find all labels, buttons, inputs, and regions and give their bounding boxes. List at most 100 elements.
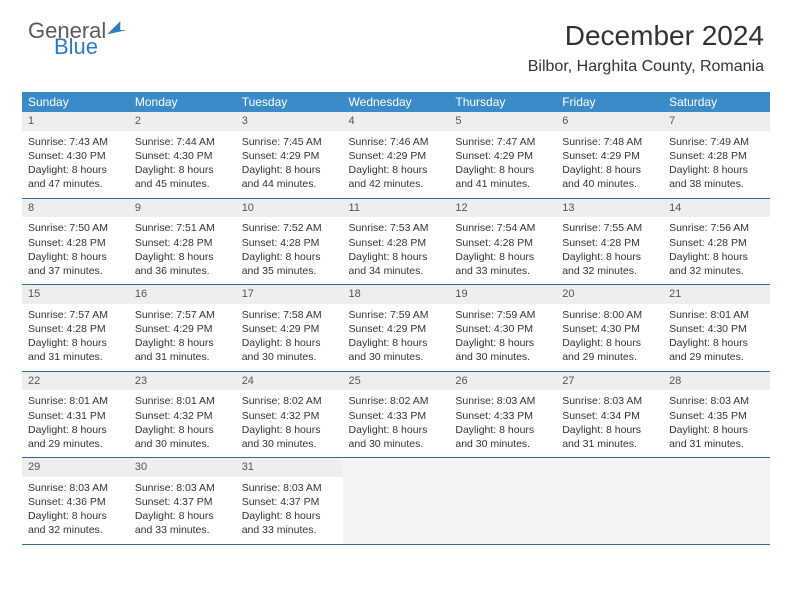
- day-cell: 6 Sunrise: 7:48 AMSunset: 4:29 PMDaylight…: [556, 112, 663, 198]
- day-cell: 13Sunrise: 7:55 AMSunset: 4:28 PMDayligh…: [556, 198, 663, 285]
- day-cell: 29Sunrise: 8:03 AMSunset: 4:36 PMDayligh…: [22, 458, 129, 545]
- day-line-l3: Daylight: 8 hours: [242, 250, 337, 264]
- day-number: 16: [129, 285, 236, 304]
- day-line-l1: Sunrise: 7:43 AM: [28, 135, 123, 149]
- day-line-l1: Sunrise: 7:48 AM: [562, 135, 657, 149]
- day-line-l3: Daylight: 8 hours: [28, 336, 123, 350]
- day-body: Sunrise: 7:53 AMSunset: 4:28 PMDaylight:…: [343, 217, 450, 284]
- day-line-l2: Sunset: 4:37 PM: [135, 495, 230, 509]
- day-number: 13: [556, 199, 663, 218]
- day-line-l3: Daylight: 8 hours: [455, 423, 550, 437]
- day-line-l2: Sunset: 4:29 PM: [562, 149, 657, 163]
- dow-header-row: SundayMondayTuesdayWednesdayThursdayFrid…: [22, 92, 770, 112]
- day-line-l2: Sunset: 4:30 PM: [455, 322, 550, 336]
- day-body: Sunrise: 8:03 AMSunset: 4:36 PMDaylight:…: [22, 477, 129, 544]
- day-line-l1: Sunrise: 7:51 AM: [135, 221, 230, 235]
- day-number: 11: [343, 199, 450, 218]
- day-line-l3: Daylight: 8 hours: [669, 163, 764, 177]
- day-line-l1: Sunrise: 8:02 AM: [349, 394, 444, 408]
- day-number: 6: [556, 112, 663, 131]
- day-line-l4: and 33 minutes.: [135, 523, 230, 537]
- day-number: 14: [663, 199, 770, 218]
- day-number: 30: [129, 458, 236, 477]
- week-row: 15Sunrise: 7:57 AMSunset: 4:28 PMDayligh…: [22, 285, 770, 372]
- title-block: December 2024 Bilbor, Harghita County, R…: [528, 20, 764, 76]
- day-number: 19: [449, 285, 556, 304]
- day-cell: 2Sunrise: 7:44 AMSunset: 4:30 PMDaylight…: [129, 112, 236, 198]
- day-line-l3: Daylight: 8 hours: [242, 163, 337, 177]
- day-body: Sunrise: 7:43 AMSunset: 4:30 PMDaylight:…: [22, 131, 129, 198]
- day-line-l3: Daylight: 8 hours: [135, 163, 230, 177]
- day-line-l4: and 44 minutes.: [242, 177, 337, 191]
- day-cell: 19Sunrise: 7:59 AMSunset: 4:30 PMDayligh…: [449, 285, 556, 372]
- dow-header-cell: Friday: [556, 92, 663, 112]
- day-number: 3: [236, 112, 343, 131]
- day-line-l3: Daylight: 8 hours: [28, 423, 123, 437]
- day-cell: 28Sunrise: 8:03 AMSunset: 4:35 PMDayligh…: [663, 371, 770, 458]
- day-body: Sunrise: 8:03 AMSunset: 4:37 PMDaylight:…: [129, 477, 236, 544]
- day-line-l3: Daylight: 8 hours: [242, 336, 337, 350]
- day-line-l3: Daylight: 8 hours: [242, 423, 337, 437]
- day-line-l4: and 32 minutes.: [562, 264, 657, 278]
- day-line-l3: Daylight: 8 hours: [669, 336, 764, 350]
- day-body: Sunrise: 7:50 AMSunset: 4:28 PMDaylight:…: [22, 217, 129, 284]
- day-line-l4: and 32 minutes.: [28, 523, 123, 537]
- day-line-l2: Sunset: 4:33 PM: [455, 409, 550, 423]
- empty-cell: [449, 458, 556, 545]
- day-line-l1: Sunrise: 7:56 AM: [669, 221, 764, 235]
- page-header: General Blue December 2024 Bilbor, Hargh…: [0, 0, 792, 80]
- day-line-l3: Daylight: 8 hours: [669, 250, 764, 264]
- day-line-l1: Sunrise: 7:44 AM: [135, 135, 230, 149]
- day-body: Sunrise: 7:52 AMSunset: 4:28 PMDaylight:…: [236, 217, 343, 284]
- day-body: Sunrise: 7:56 AMSunset: 4:28 PMDaylight:…: [663, 217, 770, 284]
- day-line-l2: Sunset: 4:28 PM: [28, 322, 123, 336]
- day-line-l2: Sunset: 4:35 PM: [669, 409, 764, 423]
- day-line-l4: and 36 minutes.: [135, 264, 230, 278]
- day-line-l3: Daylight: 8 hours: [349, 336, 444, 350]
- day-line-l4: and 29 minutes.: [562, 350, 657, 364]
- day-line-l2: Sunset: 4:30 PM: [135, 149, 230, 163]
- day-cell: 25Sunrise: 8:02 AMSunset: 4:33 PMDayligh…: [343, 371, 450, 458]
- day-line-l4: and 34 minutes.: [349, 264, 444, 278]
- day-number: 26: [449, 372, 556, 391]
- day-line-l3: Daylight: 8 hours: [135, 423, 230, 437]
- day-cell: 12Sunrise: 7:54 AMSunset: 4:28 PMDayligh…: [449, 198, 556, 285]
- day-cell: 23Sunrise: 8:01 AMSunset: 4:32 PMDayligh…: [129, 371, 236, 458]
- day-line-l4: and 30 minutes.: [349, 437, 444, 451]
- day-line-l2: Sunset: 4:34 PM: [562, 409, 657, 423]
- day-line-l4: and 37 minutes.: [28, 264, 123, 278]
- day-line-l1: Sunrise: 7:49 AM: [669, 135, 764, 149]
- day-line-l2: Sunset: 4:28 PM: [349, 236, 444, 250]
- day-cell: 22Sunrise: 8:01 AMSunset: 4:31 PMDayligh…: [22, 371, 129, 458]
- day-line-l1: Sunrise: 7:45 AM: [242, 135, 337, 149]
- day-body: Sunrise: 7:44 AMSunset: 4:30 PMDaylight:…: [129, 131, 236, 198]
- day-number: 7: [663, 112, 770, 131]
- day-number: 8: [22, 199, 129, 218]
- empty-cell: [343, 458, 450, 545]
- day-body: Sunrise: 8:03 AMSunset: 4:33 PMDaylight:…: [449, 390, 556, 457]
- day-line-l3: Daylight: 8 hours: [669, 423, 764, 437]
- day-line-l2: Sunset: 4:28 PM: [28, 236, 123, 250]
- day-line-l1: Sunrise: 7:52 AM: [242, 221, 337, 235]
- empty-cell: [556, 458, 663, 545]
- empty-cell: [663, 458, 770, 545]
- day-line-l1: Sunrise: 7:54 AM: [455, 221, 550, 235]
- day-body: Sunrise: 7:57 AMSunset: 4:28 PMDaylight:…: [22, 304, 129, 371]
- week-row: 8Sunrise: 7:50 AMSunset: 4:28 PMDaylight…: [22, 198, 770, 285]
- week-row: 29Sunrise: 8:03 AMSunset: 4:36 PMDayligh…: [22, 458, 770, 545]
- day-body: Sunrise: 8:03 AMSunset: 4:34 PMDaylight:…: [556, 390, 663, 457]
- day-number: 10: [236, 199, 343, 218]
- dow-header-cell: Wednesday: [343, 92, 450, 112]
- day-line-l1: Sunrise: 8:03 AM: [669, 394, 764, 408]
- day-line-l3: Daylight: 8 hours: [28, 509, 123, 523]
- day-number: 1: [22, 112, 129, 131]
- day-line-l1: Sunrise: 7:57 AM: [28, 308, 123, 322]
- day-line-l2: Sunset: 4:30 PM: [28, 149, 123, 163]
- dow-header-cell: Sunday: [22, 92, 129, 112]
- day-body: Sunrise: 7:58 AMSunset: 4:29 PMDaylight:…: [236, 304, 343, 371]
- location-subtitle: Bilbor, Harghita County, Romania: [528, 58, 764, 76]
- day-body: Sunrise: 7:49 AMSunset: 4:28 PMDaylight:…: [663, 131, 770, 198]
- day-line-l2: Sunset: 4:32 PM: [135, 409, 230, 423]
- day-line-l3: Daylight: 8 hours: [562, 163, 657, 177]
- day-body: Sunrise: 8:01 AMSunset: 4:31 PMDaylight:…: [22, 390, 129, 457]
